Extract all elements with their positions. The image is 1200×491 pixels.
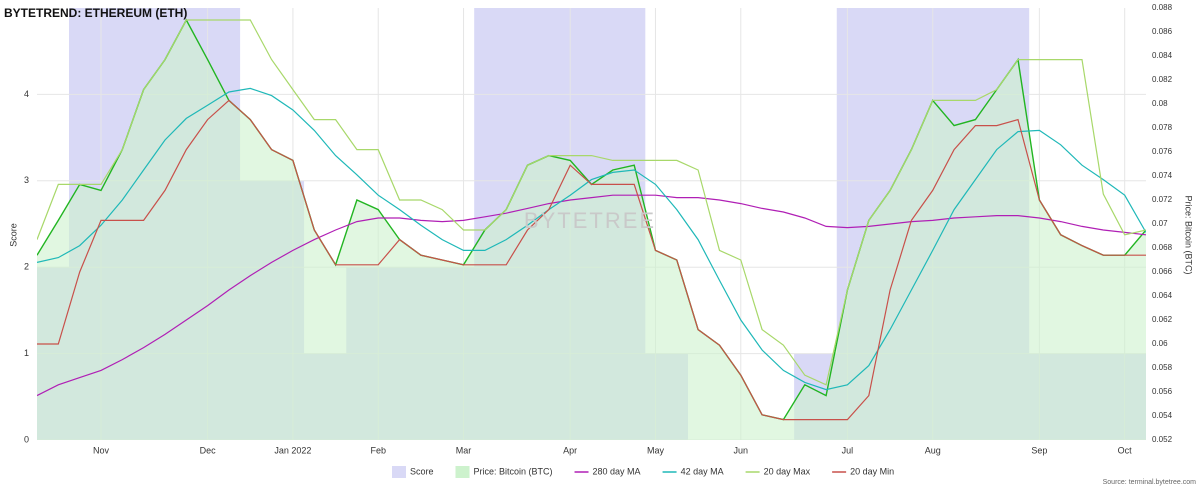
- chart-title: BYTETREND: ETHEREUM (ETH): [4, 6, 187, 20]
- x-tick-label: Mar: [456, 445, 472, 455]
- y2-tick-label: 0.076: [1152, 147, 1173, 156]
- y2-tick-label: 0.062: [1152, 315, 1173, 324]
- y2-tick-label: 0.08: [1152, 99, 1168, 108]
- legend-label: 280 day MA: [593, 466, 641, 476]
- x-tick-label: Jul: [842, 445, 854, 455]
- y2-tick-label: 0.064: [1152, 291, 1173, 300]
- legend-label: Price: Bitcoin (BTC): [474, 466, 553, 476]
- source: Source: terminal.bytetree.com: [1103, 479, 1197, 486]
- x-tick-label: Aug: [925, 445, 941, 455]
- y2-tick-label: 0.074: [1152, 171, 1173, 180]
- y-axis-label: Score: [8, 223, 18, 247]
- y2-tick-label: 0.068: [1152, 243, 1173, 252]
- legend-label: 20 day Max: [764, 466, 811, 476]
- x-tick-label: Sep: [1031, 445, 1047, 455]
- legend-label: Score: [410, 466, 434, 476]
- series-line: [37, 87, 1146, 391]
- y2-tick-label: 0.072: [1152, 195, 1173, 204]
- y-tick-label: 0: [24, 434, 29, 444]
- x-tick-label: Oct: [1118, 445, 1133, 455]
- series-line: [37, 99, 1146, 421]
- x-tick-label: Feb: [370, 445, 386, 455]
- y2-tick-label: 0.066: [1152, 267, 1173, 276]
- y2-tick-label: 0.056: [1152, 387, 1173, 396]
- legend-swatch: [392, 466, 406, 478]
- y-tick-label: 1: [24, 348, 29, 358]
- x-tick-label: Jan 2022: [274, 445, 311, 455]
- y2-tick-label: 0.06: [1152, 339, 1168, 348]
- y2-tick-label: 0.058: [1152, 363, 1173, 372]
- y2-tick-label: 0.07: [1152, 219, 1168, 228]
- y-tick-label: 4: [24, 89, 29, 99]
- y2-axis-label: Price: Bitcoin (BTC): [1184, 195, 1194, 274]
- x-tick-label: Jun: [734, 445, 749, 455]
- price-area: [37, 20, 1146, 440]
- legend-swatch: [455, 466, 470, 478]
- y2-tick-label: 0.054: [1152, 411, 1173, 420]
- watermark: BYTETREE: [524, 208, 656, 233]
- y2-tick-label: 0.082: [1152, 75, 1173, 84]
- y2-tick-label: 0.084: [1152, 51, 1173, 60]
- y2-tick-label: 0.078: [1152, 123, 1173, 132]
- legend-label: 42 day MA: [681, 466, 724, 476]
- legend: Score Price: Bitcoin (BTC) 280 day MA 42 da…: [392, 466, 894, 478]
- y2-tick-label: 0.086: [1152, 27, 1173, 36]
- x-tick-label: May: [647, 445, 665, 455]
- x-tick-label: Apr: [563, 445, 577, 455]
- series-line: [37, 194, 1146, 397]
- legend-label: 20 day Min: [850, 466, 894, 476]
- x-tick-label: Nov: [93, 445, 110, 455]
- x-tick-label: Dec: [200, 445, 217, 455]
- series-line: [37, 19, 1146, 386]
- y2-tick-label: 0.088: [1152, 3, 1173, 12]
- y2-tick-label: 0.052: [1152, 435, 1173, 444]
- y-tick-label: 3: [24, 175, 29, 185]
- plot-layer: [37, 8, 1146, 440]
- y-tick-label: 2: [24, 262, 29, 272]
